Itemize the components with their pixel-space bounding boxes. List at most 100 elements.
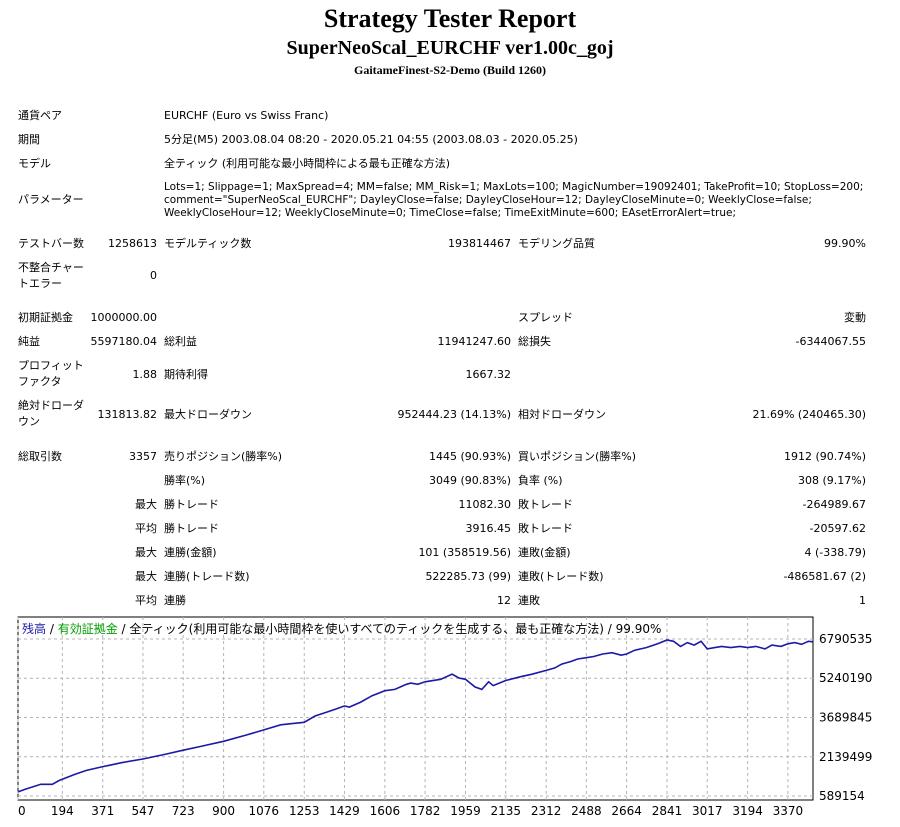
max-consec-wins-value: 101 (358519.56) — [418, 546, 511, 559]
mismatch-label-2: トエラー — [18, 277, 62, 290]
largest-win-value: 11082.30 — [458, 498, 512, 511]
rel-drawdown-label: 相対ドローダウン — [518, 408, 606, 421]
largest-loss-label: 敗トレード — [518, 498, 573, 511]
avg-consec-losses-label: 連敗 — [518, 594, 540, 607]
pair-label: 通貨ペア — [18, 109, 62, 122]
params-line: comment="SuperNeoScal_EURCHF"; DayleyClo… — [164, 194, 812, 206]
avg-loss-label: 敗トレード — [518, 522, 573, 535]
average-word: 平均 — [135, 594, 157, 607]
largest-word: 最大 — [135, 546, 157, 559]
x-tick-label: 1782 — [410, 804, 441, 818]
x-tick-label: 1959 — [450, 804, 481, 818]
ticks-value: 193814467 — [448, 237, 511, 250]
avg-loss-value: -20597.62 — [809, 522, 866, 535]
spread-value: 変動 — [844, 311, 866, 324]
x-tick-label: 3370 — [773, 804, 804, 818]
params-value: Lots=1; Slippage=1; MaxSpread=4; MM=fals… — [164, 181, 863, 220]
short-positions-label: 売りポジション(勝率%) — [164, 450, 283, 463]
x-tick-label: 2664 — [611, 804, 642, 818]
legend-separator: / — [46, 622, 58, 636]
quality-value: 99.90% — [824, 237, 866, 250]
x-tick-label: 3017 — [692, 804, 723, 818]
y-tick-label: 2139499 — [819, 750, 872, 764]
avg-consec-wins-value: 12 — [497, 594, 511, 607]
max-consec-loss-label: 連敗(トレード数) — [518, 570, 604, 583]
legend-balance: 残高 — [22, 621, 46, 636]
gross-loss-value: -6344067.55 — [795, 335, 866, 348]
largest-loss-value: -264989.67 — [802, 498, 866, 511]
balance-series-line — [17, 639, 814, 793]
loss-rate-label: 負率 (%) — [518, 474, 563, 487]
long-positions-value: 1912 (90.74%) — [783, 450, 866, 463]
x-tick-label: 2488 — [571, 804, 602, 818]
average-word: 平均 — [135, 522, 157, 535]
plot-frame — [17, 616, 814, 801]
ticks-label: モデルティック数 — [164, 237, 252, 250]
abs-drawdown-value: 131813.82 — [97, 408, 158, 421]
abs-drawdown-label: 絶対ドローダ — [18, 399, 84, 412]
short-positions-value: 1445 (90.93%) — [428, 450, 511, 463]
legend-description: 全ティック(利用可能な最小時間枠を使いすべてのティックを生成する、最も正確な方法… — [129, 621, 661, 636]
largest-word: 最大 — [135, 498, 157, 511]
gross-profit-label: 総利益 — [164, 335, 197, 348]
total-trades-value: 3357 — [129, 450, 157, 463]
x-tick-label: 2841 — [652, 804, 683, 818]
balance-chart-svg: 6790535 5240190 3689845 2139499 589154 0 194 3… — [17, 616, 872, 818]
x-tick-label: 371 — [91, 804, 114, 818]
x-tick-label: 723 — [172, 804, 195, 818]
bars-label: テストバー数 — [18, 237, 84, 250]
x-tick-label: 2135 — [490, 804, 521, 818]
max-consec-losses-value: 4 (-338.79) — [804, 546, 866, 559]
max-consec-losses-label: 連敗(金額) — [518, 546, 571, 559]
x-tick-label: 194 — [51, 804, 74, 818]
y-axis-labels: 6790535 5240190 3689845 2139499 589154 — [819, 632, 872, 803]
report-title: Strategy Tester Report — [323, 4, 577, 33]
model-value: 全ティック (利用可能な最小時間枠による最も正確な方法) — [164, 157, 451, 170]
net-profit-value: 5597180.04 — [90, 335, 157, 348]
profit-factor-value: 1.88 — [132, 368, 158, 381]
bars-value: 1258613 — [108, 237, 157, 250]
profit-factor-label: プロフィット — [18, 359, 84, 372]
grid — [17, 617, 813, 800]
y-tick-label: 3689845 — [819, 711, 872, 725]
legend-equity: 有効証拠金 — [58, 621, 118, 636]
total-trades-label: 総取引数 — [18, 450, 62, 463]
model-label: モデル — [18, 157, 51, 170]
x-axis-labels: 0 194 371 547 723 900 1076 1253 1429 1606 1782 1959… — [18, 804, 803, 818]
win-rate-value: 3049 (90.83%) — [428, 474, 511, 487]
x-tick-label: 1606 — [370, 804, 401, 818]
avg-win-label: 勝トレード — [164, 522, 219, 535]
max-consec-wins-label: 連勝(金額) — [164, 546, 217, 559]
largest-win-label: 勝トレード — [164, 498, 219, 511]
max-drawdown-label: 最大ドローダウン — [164, 408, 252, 421]
x-tick-label: 1253 — [289, 804, 320, 818]
mismatch-value: 0 — [150, 269, 157, 282]
rel-drawdown-value: 21.69% (240465.30) — [752, 408, 866, 421]
abs-drawdown-label-2: ウン — [18, 415, 40, 428]
gross-loss-label: 総損失 — [518, 335, 551, 348]
spread-label: スプレッド — [518, 311, 573, 324]
x-tick-label: 547 — [132, 804, 155, 818]
avg-consec-losses-value: 1 — [859, 594, 866, 607]
expected-payoff-label: 期待利得 — [164, 368, 208, 381]
avg-consec-wins-label: 連勝 — [164, 594, 186, 607]
balance-chart: 6790535 5240190 3689845 2139499 589154 0 194 3… — [17, 616, 900, 827]
y-tick-label: 589154 — [819, 789, 865, 803]
x-tick-label: 0 — [18, 804, 26, 818]
legend-separator: / — [118, 622, 130, 636]
avg-win-value: 3916.45 — [465, 522, 512, 535]
ea-name: SuperNeoScal_EURCHF ver1.00c_goj — [286, 37, 614, 59]
y-tick-label: 5240190 — [819, 671, 872, 685]
y-tick-label: 6790535 — [819, 632, 872, 646]
long-positions-label: 買いポジション(勝率%) — [518, 450, 637, 463]
params-line: Lots=1; Slippage=1; MaxSpread=4; MM=fals… — [164, 181, 864, 193]
x-tick-label: 1076 — [249, 804, 280, 818]
deposit-label: 初期証拠金 — [18, 311, 73, 324]
period-value: 5分足(M5) 2003.08.04 08:20 - 2020.05.21 04… — [164, 133, 578, 146]
largest-word: 最大 — [135, 570, 157, 583]
chart-legend: 残高 / 有効証拠金 / 全ティック(利用可能な最小時間枠を使いすべてのティック… — [22, 621, 661, 636]
net-profit-label: 純益 — [18, 335, 40, 348]
win-rate-label: 勝率(%) — [164, 474, 206, 487]
max-consec-loss-value: -486581.67 (2) — [783, 570, 866, 583]
loss-rate-value: 308 (9.17%) — [797, 474, 866, 487]
